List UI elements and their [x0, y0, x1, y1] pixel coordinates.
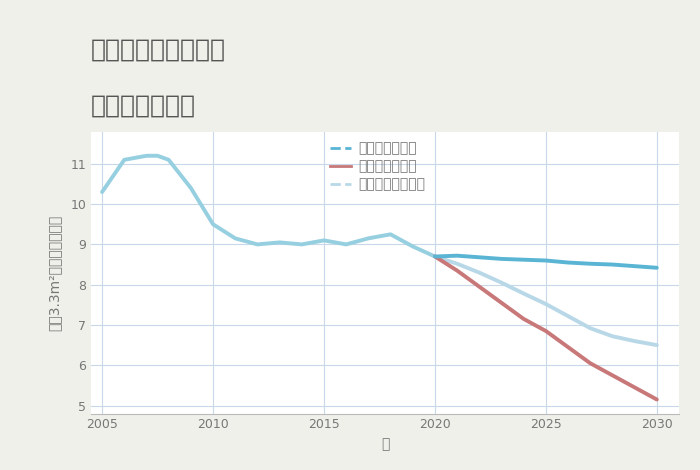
Text: 岐阜県関市下之保の: 岐阜県関市下之保の: [91, 38, 226, 62]
Legend: グッドシナリオ, バッドシナリオ, ノーマルシナリオ: グッドシナリオ, バッドシナリオ, ノーマルシナリオ: [330, 141, 425, 192]
Y-axis label: 坪（3.3m²）単価（万円）: 坪（3.3m²）単価（万円）: [48, 214, 62, 331]
X-axis label: 年: 年: [381, 437, 389, 451]
Text: 土地の価格推移: 土地の価格推移: [91, 94, 196, 118]
